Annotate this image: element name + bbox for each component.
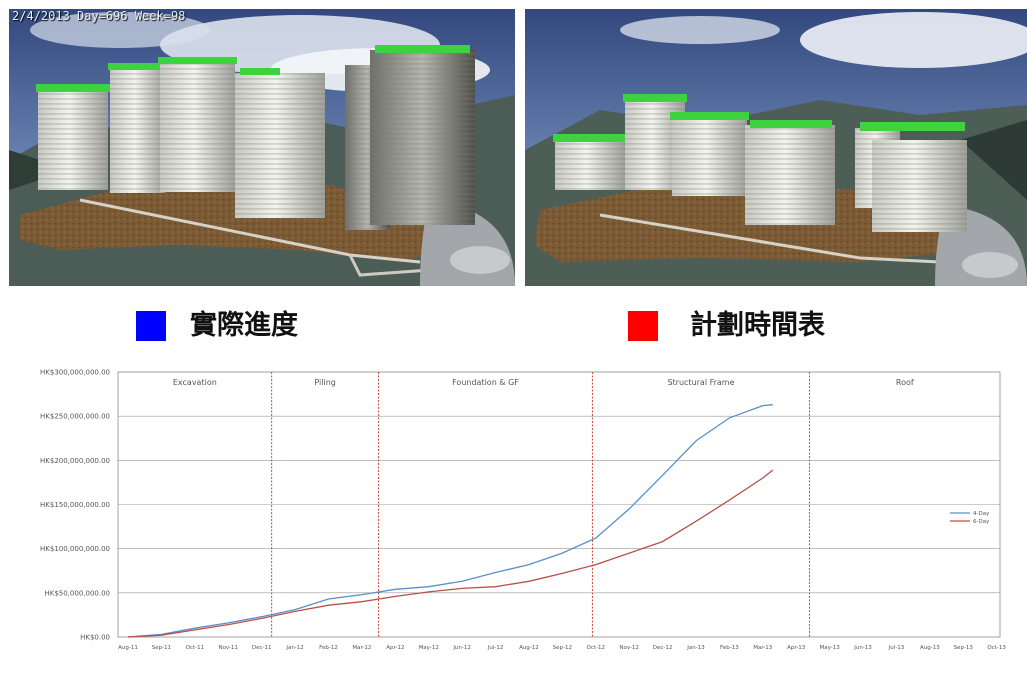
x-tick-label: Sep-13	[954, 645, 974, 651]
series-line-4-Day	[127, 404, 773, 638]
phase-label: Foundation & GF	[452, 378, 519, 387]
y-tick-label: HK$300,000,000.00	[40, 369, 110, 377]
x-tick-label: Nov-12	[619, 645, 639, 651]
x-tick-label: Apr-13	[787, 645, 806, 651]
phase-label: Excavation	[173, 378, 217, 387]
planned-schedule-label: 計劃時間表	[690, 310, 825, 341]
x-tick-label: Mar-13	[753, 645, 773, 651]
planned-schedule-swatch	[628, 311, 658, 341]
x-tick-label: Dec-11	[252, 645, 272, 651]
x-tick-label: Feb-13	[720, 645, 739, 651]
y-tick-label: HK$250,000,000.00	[40, 413, 110, 421]
x-tick-label: Jun-12	[452, 645, 471, 651]
render-timestamp-overlay: 2/4/2013 Day=696 Week=98	[12, 9, 186, 23]
render-view-right	[525, 9, 1027, 286]
y-tick-label: HK$150,000,000.00	[40, 501, 110, 509]
x-tick-label: Sep-11	[152, 645, 171, 651]
x-tick-label: Aug-11	[118, 645, 138, 651]
x-tick-label: Nov-11	[218, 645, 238, 651]
x-tick-label: Jul-12	[487, 645, 504, 651]
y-tick-label: HK$200,000,000.00	[40, 457, 110, 465]
x-tick-label: Oct-12	[587, 645, 606, 651]
x-tick-label: Sep-12	[553, 645, 572, 651]
phase-label: Piling	[314, 378, 335, 387]
legend-label: 6-Day	[973, 519, 990, 525]
x-tick-label: Apr-12	[386, 645, 404, 651]
render-view-left	[9, 9, 515, 286]
y-tick-label: HK$100,000,000.00	[40, 545, 110, 553]
x-tick-label: Mar-12	[352, 645, 371, 651]
x-tick-label: May-13	[819, 645, 840, 651]
x-tick-label: Jun-13	[853, 645, 872, 651]
x-tick-label: May-12	[419, 645, 439, 651]
legend-label: 4-Day	[973, 511, 990, 517]
phase-label: Roof	[896, 378, 914, 387]
x-tick-label: Jul-13	[888, 645, 905, 651]
x-tick-label: Jan-13	[686, 645, 705, 651]
series-line-6-Day	[127, 469, 774, 638]
actual-progress-label: 實際進度	[190, 310, 298, 341]
x-tick-label: Dec-12	[653, 645, 673, 651]
x-tick-label: Oct-11	[186, 645, 205, 651]
x-tick-label: Aug-13	[920, 645, 940, 651]
actual-progress-swatch	[136, 311, 166, 341]
phase-label: Structural Frame	[667, 378, 734, 387]
building-render-scene	[9, 9, 1027, 286]
y-tick-label: HK$50,000,000.00	[44, 589, 110, 597]
x-tick-label: Feb-12	[319, 645, 338, 651]
y-tick-label: HK$0.00	[80, 634, 110, 642]
x-tick-label: Jan-12	[285, 645, 303, 651]
cost-progress-chart: HK$0.00 HK$50,000,000.00 HK$100,000,000.00…	[40, 369, 1006, 652]
x-tick-label: Aug-12	[519, 645, 539, 651]
x-tick-label: Oct-13	[987, 645, 1006, 651]
